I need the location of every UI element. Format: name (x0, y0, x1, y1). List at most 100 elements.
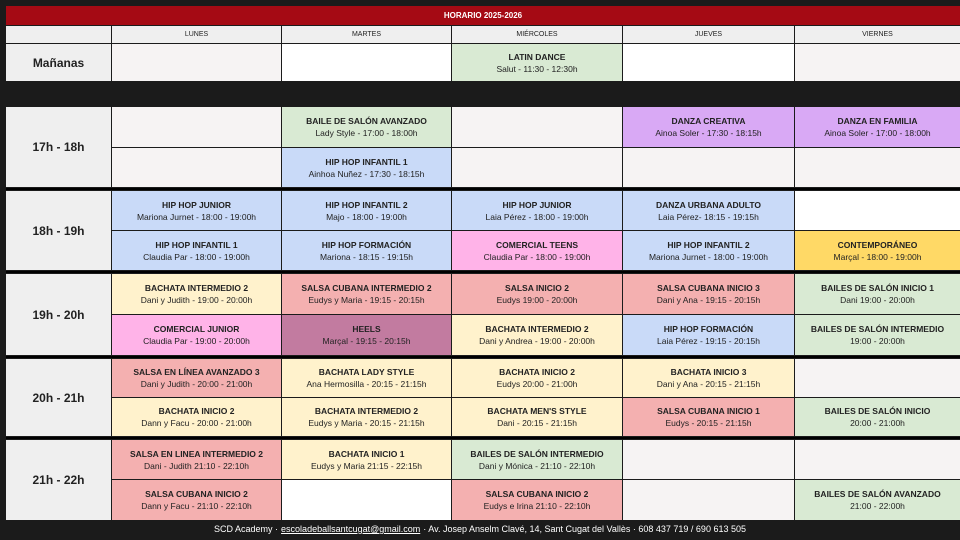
class-cell[interactable]: HIP HOP INFANTIL 2 Mariona Jurnet - 18:00… (623, 231, 794, 270)
class-name: HIP HOP JUNIOR (161, 199, 232, 210)
class-info: Eudys y Maria 21:15 - 22:15h (310, 460, 423, 471)
class-name: HIP HOP INFANTIL 1 (325, 156, 408, 167)
class-cell[interactable]: DANZA URBANA ADULTO Laia Pérez- 18:15 - 1… (623, 191, 794, 230)
class-info: Laia Pérez- 18:15 - 19:15h (658, 211, 759, 222)
class-cell[interactable]: BAILES DE SALÓN INICIO 20:00 - 21:00h (795, 398, 960, 436)
class-info: Dann y Facu - 20:00 - 21:00h (141, 418, 252, 428)
class-cell[interactable]: BAILES DE SALÓN INTERMEDIO 19:00 - 20:00h (795, 315, 960, 355)
class-cell[interactable]: BAILES DE SALÓN AVANZADO 21:00 - 22:00h (795, 480, 960, 520)
class-info: Ainoa Soler - 17:30 - 18:15h (655, 128, 762, 138)
class-name: BAILE DE SALÓN AVANZADO (306, 116, 427, 126)
class-cell[interactable]: SALSA CUBANA INICIO 3 Dani y Ana - 19:15 … (623, 274, 794, 314)
class-cell[interactable]: SALSA CUBANA INICIO 1 Eudys - 20:15 - 21:… (623, 398, 794, 436)
class-info: Eudys 19:00 - 20:00h (496, 295, 578, 305)
time-slot-label: 17h - 18h (6, 107, 111, 187)
block-divider (6, 437, 960, 439)
spacer-cell (795, 82, 960, 106)
class-name: HIP HOP FORMACIÓN (663, 324, 754, 334)
class-cell[interactable]: SALSA CUBANA INICIO 2 Dann y Facu - 21:10… (112, 480, 281, 520)
class-info: Dani y Judith - 19:00 - 20:00h (140, 295, 253, 305)
time-slot-label: 18h - 19h (6, 191, 111, 270)
empty-cell (623, 148, 794, 187)
time-slot-label: 20h - 21h (6, 359, 111, 436)
class-info: Dani 19:00 - 20:00h (840, 295, 915, 305)
block-divider (6, 356, 960, 358)
class-name: HIP HOP JUNIOR (502, 199, 572, 210)
class-name: BACHATA INTERMEDIO 2 (485, 324, 589, 334)
class-name: BAILES DE SALÓN INTERMEDIO (470, 448, 604, 459)
class-cell[interactable]: BACHATA INICIO 2 Dann y Facu - 20:00 - 21… (112, 398, 281, 436)
class-name: SALSA INICIO 2 (505, 283, 569, 293)
block-divider (6, 188, 960, 190)
class-cell[interactable]: BACHATA INICIO 1 Eudys y Maria 21:15 - 22… (282, 440, 451, 479)
empty-cell (795, 44, 960, 81)
empty-cell (795, 359, 960, 397)
class-name: BAILES DE SALÓN AVANZADO (814, 489, 941, 499)
class-cell[interactable]: BACHATA INICIO 3 Dani y Ana - 20:15 - 21:… (623, 359, 794, 397)
class-info: Eudys e Irina 21:10 - 22:10h (483, 501, 591, 511)
class-cell[interactable]: BACHATA LADY STYLE Ana Hermosilla - 20:15… (282, 359, 451, 397)
class-info: Lady Style - 17:00 - 18:00h (315, 128, 418, 138)
time-slot-label: 21h - 22h (6, 440, 111, 520)
class-name: DANZA EN FAMILIA (837, 116, 918, 126)
class-info: Eudys y Maria - 19:15 - 20:15h (308, 295, 425, 305)
class-name: SALSA EN LÍNEA AVANZADO 3 (133, 367, 260, 377)
class-cell[interactable]: BAILES DE SALÓN INICIO 1 Dani 19:00 - 20:… (795, 274, 960, 314)
empty-cell (795, 191, 960, 230)
class-name: SALSA CUBANA INICIO 3 (657, 283, 760, 293)
class-cell[interactable]: HIP HOP FORMACIÓN Laia Pérez - 19:15 - 20… (623, 315, 794, 355)
class-cell[interactable]: SALSA EN LINEA INTERMEDIO 2 Dani - Judith… (112, 440, 281, 479)
schedule-grid: HORARIO 2025-2026 LUNES MARTES MIÉRCOLES JU… (6, 6, 960, 520)
class-info: Ainoa Soler - 17:00 - 18:00h (824, 128, 931, 138)
class-name: LATIN DANCE (508, 51, 566, 62)
class-info: Mariona Jurnet - 18:00 - 19:00h (136, 211, 257, 222)
class-name: BACHATA INICIO 3 (670, 367, 747, 377)
spacer-cell (6, 82, 111, 106)
block-divider (6, 271, 960, 273)
class-cell[interactable]: HIP HOP JUNIOR Mariona Jurnet - 18:00 - 1… (112, 191, 281, 230)
email-link[interactable]: escoladeballsantcugat@gmail.com (281, 524, 421, 534)
class-cell[interactable]: SALSA EN LÍNEA AVANZADO 3 Dani y Judith -… (112, 359, 281, 397)
class-cell[interactable]: HIP HOP INFANTIL 1 Claudia Par - 18:00 - … (112, 231, 281, 270)
class-info: Laia Pérez - 18:00 - 19:00h (485, 211, 589, 222)
class-cell[interactable]: COMERCIAL TEENS Claudia Par - 18:00 - 19:… (452, 231, 622, 270)
class-cell[interactable]: LATIN DANCE Salut - 11:30 - 12:30h (452, 44, 622, 81)
class-cell[interactable]: SALSA INICIO 2 Eudys 19:00 - 20:00h (452, 274, 622, 314)
class-name: SALSA EN LINEA INTERMEDIO 2 (129, 448, 264, 459)
class-name: DANZA URBANA ADULTO (656, 199, 761, 210)
class-name: DANZA CREATIVA (671, 116, 746, 126)
class-cell[interactable]: DANZA CREATIVA Ainoa Soler - 17:30 - 18:1… (623, 107, 794, 147)
class-cell[interactable]: BACHATA INTERMEDIO 2 Dani y Judith - 19:0… (112, 274, 281, 314)
class-cell[interactable]: BACHATA INTERMEDIO 2 Dani y Andrea - 19:0… (452, 315, 622, 355)
spacer-cell (452, 82, 622, 106)
class-cell[interactable]: CONTEMPORÁNEO Marçal - 18:00 - 19:00h (795, 231, 960, 270)
class-name: CONTEMPORÁNEO (837, 239, 918, 250)
class-info: Dani - 20:15 - 21:15h (497, 418, 577, 428)
class-cell[interactable]: BACHATA INICIO 2 Eudys 20:00 - 21:00h (452, 359, 622, 397)
class-cell[interactable]: HIP HOP INFANTIL 2 Majo - 18:00 - 19:00h (282, 191, 451, 230)
class-info: Eudys - 20:15 - 21:15h (665, 418, 752, 428)
class-cell[interactable]: COMERCIAL JUNIOR Claudia Par - 19:00 - 20… (112, 315, 281, 355)
footer-suffix: · Av. Josep Anselm Clavé, 14, Sant Cugat… (423, 524, 746, 534)
class-cell[interactable]: DANZA EN FAMILIA Ainoa Soler - 17:00 - 18… (795, 107, 960, 147)
class-cell[interactable]: HIP HOP FORMACIÓN Mariona - 18:15 - 19:15… (282, 231, 451, 270)
class-cell[interactable]: HIP HOP INFANTIL 1 Ainhoa Nuñez - 17:30 -… (282, 148, 451, 187)
class-cell[interactable]: SALSA CUBANA INTERMEDIO 2 Eudys y Maria -… (282, 274, 451, 314)
class-cell[interactable]: SALSA CUBANA INICIO 2 Eudys e Irina 21:10… (452, 480, 622, 520)
class-cell[interactable]: BACHATA INTERMEDIO 2 Eudys y Maria - 20:1… (282, 398, 451, 436)
spacer-cell (623, 82, 794, 106)
empty-cell (623, 440, 794, 479)
empty-cell (282, 480, 451, 520)
class-cell[interactable]: BAILES DE SALÓN INTERMEDIO Dani y Mónica … (452, 440, 622, 479)
empty-cell (623, 44, 794, 81)
class-cell[interactable]: HEELS Marçal - 19:15 - 20:15h (282, 315, 451, 355)
class-cell[interactable]: BACHATA MEN'S STYLE Dani - 20:15 - 21:15h (452, 398, 622, 436)
class-info: Dani y Judith - 20:00 - 21:00h (140, 379, 253, 389)
class-cell[interactable]: HIP HOP JUNIOR Laia Pérez - 18:00 - 19:00… (452, 191, 622, 230)
class-cell[interactable]: BAILE DE SALÓN AVANZADO Lady Style - 17:0… (282, 107, 451, 147)
class-info: 21:00 - 22:00h (850, 501, 905, 511)
class-name: BACHATA LADY STYLE (318, 367, 415, 377)
class-info: Salut - 11:30 - 12:30h (496, 63, 578, 74)
class-info: Dani y Mónica - 21:10 - 22:10h (478, 460, 596, 471)
class-info: Ana Hermosilla - 20:15 - 21:15h (306, 379, 427, 389)
